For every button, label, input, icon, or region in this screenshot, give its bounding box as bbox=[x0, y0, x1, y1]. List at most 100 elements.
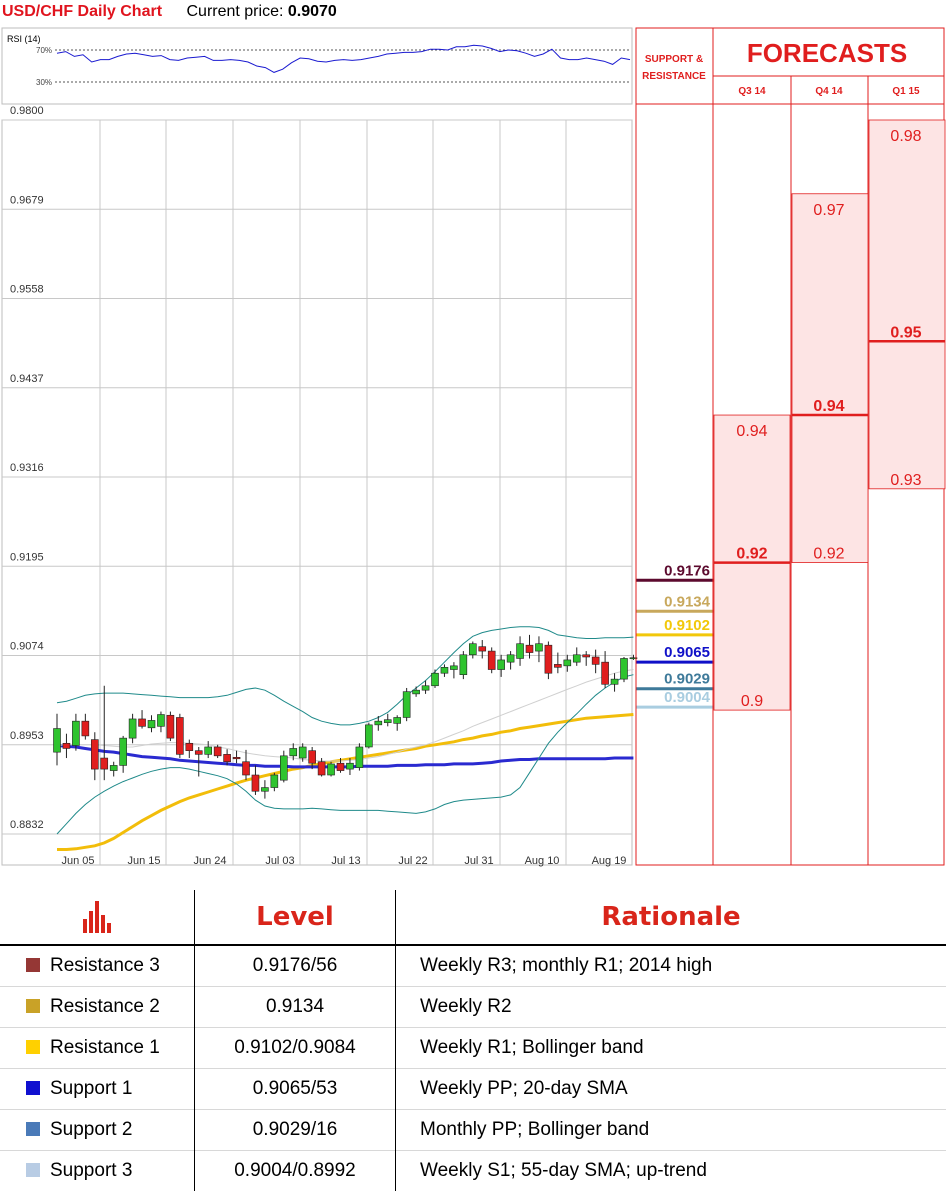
candle-body bbox=[506, 654, 515, 663]
candle-body bbox=[261, 787, 269, 792]
y-tick-label: 0.9316 bbox=[10, 462, 44, 474]
chart-area: RSI (14)70%30% 0.98000.96790.95580.94370… bbox=[1, 27, 946, 867]
candle-body bbox=[251, 774, 260, 792]
candle-body bbox=[535, 643, 543, 652]
candle-body bbox=[563, 659, 572, 667]
line-bb_lower bbox=[56, 674, 634, 835]
x-tick-label: Jun 05 bbox=[61, 855, 94, 867]
candle-body bbox=[402, 691, 411, 718]
candle-body bbox=[157, 714, 165, 727]
row-name-cell: Support 3 bbox=[0, 1150, 195, 1191]
row-name: Resistance 1 bbox=[50, 1037, 160, 1058]
candle-body bbox=[289, 748, 298, 757]
candle-body bbox=[109, 765, 118, 771]
table-row: Support 1 0.9065/53 Weekly PP; 20-day SMA bbox=[0, 1068, 946, 1110]
table-row: Support 2 0.9029/16 Monthly PP; Bollinger … bbox=[0, 1109, 946, 1151]
plot-frame bbox=[1, 119, 633, 866]
x-tick-label: Aug 19 bbox=[592, 855, 627, 867]
chart-title: USD/CHF Daily Chart bbox=[2, 3, 163, 20]
forecast-range bbox=[791, 193, 869, 563]
y-tick-label: 0.9074 bbox=[10, 641, 44, 653]
candle-body bbox=[544, 644, 553, 674]
candles bbox=[53, 634, 638, 799]
candle-body bbox=[213, 746, 222, 757]
candle-body bbox=[298, 746, 307, 759]
forecast-col-header: Q4 14 bbox=[815, 86, 843, 97]
candle-body bbox=[468, 643, 477, 656]
row-level: 0.9176/56 bbox=[194, 944, 396, 987]
y-tick-label: 0.9437 bbox=[10, 373, 44, 385]
candle-body bbox=[393, 717, 402, 724]
y-tick-label: 0.9558 bbox=[10, 284, 44, 296]
row-level: 0.9134 bbox=[194, 986, 396, 1028]
candle-body bbox=[138, 718, 146, 727]
forecast-col-header: Q1 15 bbox=[892, 86, 920, 97]
x-tick-label: Jun 24 bbox=[193, 855, 226, 867]
forecast-range bbox=[868, 119, 946, 490]
sr-header-line1: SUPPORT & bbox=[645, 54, 703, 65]
candle-body bbox=[270, 774, 279, 788]
sr-level-label: 0.9065 bbox=[664, 644, 710, 661]
table-header: Level Rationale bbox=[0, 890, 946, 946]
sr-level-label: 0.9102 bbox=[664, 617, 710, 634]
levels-table: Level Rationale Resistance 3 0.9176/56 Wee… bbox=[0, 890, 948, 1191]
level-color-swatch bbox=[26, 958, 40, 972]
x-tick-label: Jul 22 bbox=[398, 855, 427, 867]
candle-body bbox=[365, 724, 373, 748]
line-sma55 bbox=[57, 713, 634, 851]
candle-body bbox=[223, 754, 231, 763]
level-color-swatch bbox=[26, 1040, 40, 1054]
candle-body bbox=[459, 654, 468, 675]
forecast-col-header: Q3 14 bbox=[738, 86, 766, 97]
candle-body bbox=[572, 654, 581, 663]
table-header-icon-cell bbox=[0, 890, 195, 946]
candle-body bbox=[242, 761, 250, 776]
candle-body bbox=[279, 755, 288, 781]
rsi-30-label: 30% bbox=[36, 78, 52, 87]
row-rationale: Weekly R2 bbox=[395, 986, 946, 1028]
candle-body bbox=[355, 746, 364, 768]
sr-header-line2: RESISTANCE bbox=[642, 71, 706, 82]
row-name: Resistance 3 bbox=[50, 955, 160, 976]
candle-body bbox=[72, 720, 80, 746]
y-tick-label: 0.8832 bbox=[10, 819, 44, 831]
line-sma100 bbox=[56, 744, 634, 769]
candle-body bbox=[487, 650, 496, 670]
table-row: Resistance 3 0.9176/56 Weekly R3; monthly … bbox=[0, 944, 946, 987]
candle-body bbox=[336, 762, 345, 771]
row-name: Support 1 bbox=[50, 1078, 133, 1099]
candle-body bbox=[431, 672, 439, 687]
row-level: 0.9029/16 bbox=[194, 1109, 396, 1151]
candle-body bbox=[308, 750, 316, 764]
candle-body bbox=[185, 742, 194, 751]
row-name-cell: Resistance 2 bbox=[0, 986, 195, 1028]
line-bb_upper bbox=[56, 626, 634, 726]
candle-body bbox=[412, 689, 420, 695]
table-row: Resistance 1 0.9102/0.9084 Weekly R1; Boll… bbox=[0, 1027, 946, 1069]
y-tick-label: 0.8953 bbox=[10, 730, 44, 742]
candle-body bbox=[421, 685, 430, 691]
rsi-frame bbox=[1, 27, 633, 105]
candle-body bbox=[629, 657, 638, 660]
candle-body bbox=[128, 718, 137, 739]
current-price-label: Current price: bbox=[186, 3, 284, 20]
candle-body bbox=[346, 762, 354, 770]
forecasts-title: FORECASTS bbox=[747, 38, 907, 68]
row-name-cell: Resistance 1 bbox=[0, 1027, 195, 1069]
row-name: Support 2 bbox=[50, 1119, 133, 1140]
rsi-line bbox=[56, 44, 631, 73]
candle-body bbox=[317, 761, 326, 776]
candle-body bbox=[525, 644, 534, 653]
y-tick-label: 0.9195 bbox=[10, 551, 44, 563]
row-rationale: Monthly PP; Bollinger band bbox=[395, 1109, 946, 1151]
candle-body bbox=[176, 717, 184, 755]
table-row: Resistance 2 0.9134 Weekly R2 bbox=[0, 986, 946, 1028]
row-level: 0.9065/53 bbox=[194, 1068, 396, 1110]
candle-body bbox=[591, 656, 600, 665]
candle-body bbox=[81, 720, 90, 737]
forecast-low: 0.92 bbox=[813, 546, 844, 563]
x-tick-label: Jul 13 bbox=[331, 855, 360, 867]
candle-body bbox=[204, 746, 212, 755]
candle-body bbox=[601, 661, 609, 685]
